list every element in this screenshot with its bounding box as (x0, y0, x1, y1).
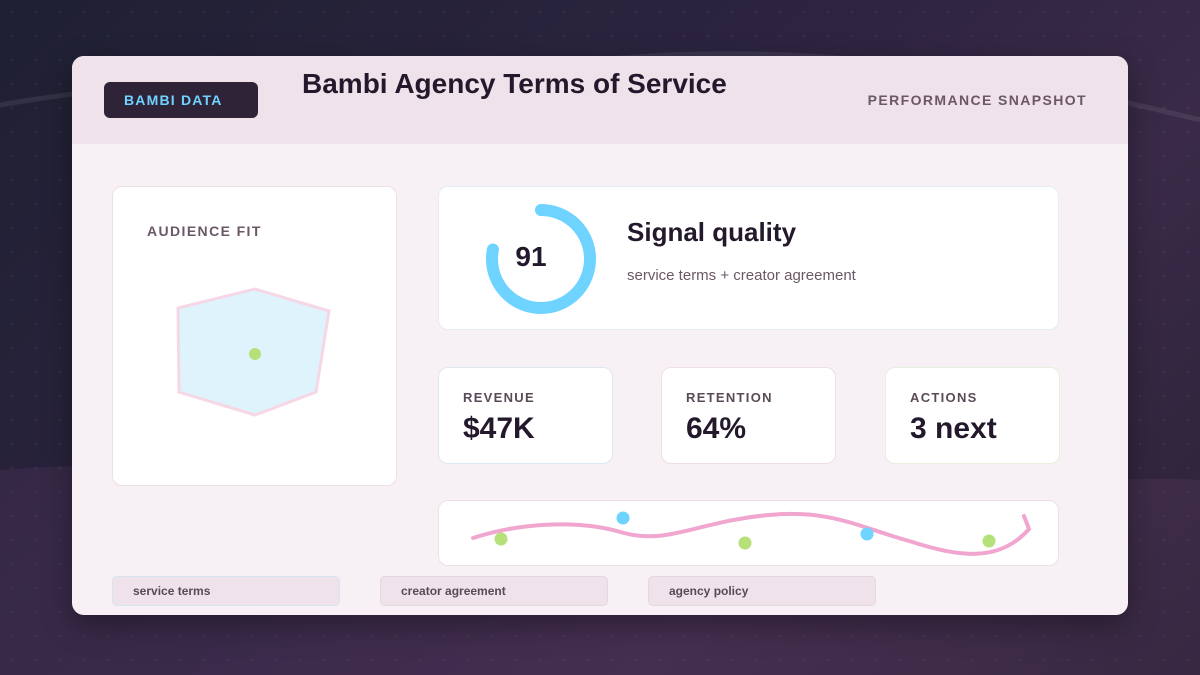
trend-line (471, 511, 1032, 556)
card-header: BAMBI DATA Bambi Agency Terms of Service… (72, 56, 1128, 144)
audience-radar-chart (176, 287, 331, 417)
metric-label: ACTIONS (910, 390, 978, 405)
metric-revenue: REVENUE $47K (438, 367, 613, 464)
signal-quality-subtitle: service terms + creator agreement (627, 267, 856, 284)
metric-value: 64% (686, 412, 747, 445)
trend-panel (438, 500, 1059, 566)
audience-fit-title: AUDIENCE FIT (147, 223, 262, 239)
radar-center-dot (249, 348, 261, 360)
trend-point (616, 511, 630, 525)
tag-service-terms[interactable]: service terms (112, 576, 340, 606)
tag-creator-agreement[interactable]: creator agreement (380, 576, 608, 606)
trend-point (982, 534, 996, 548)
gauge-arc (486, 204, 596, 314)
snapshot-label: PERFORMANCE SNAPSHOT (867, 92, 1087, 108)
signal-quality-title: Signal quality (627, 217, 797, 247)
signal-gauge (486, 204, 596, 314)
trend-point (738, 536, 752, 550)
signal-quality-panel: 91 Signal quality service terms + creato… (438, 186, 1059, 330)
performance-card: BAMBI DATA Bambi Agency Terms of Service… (72, 56, 1128, 615)
metric-value: $47K (463, 412, 535, 445)
trend-point (860, 527, 874, 541)
metric-retention: RETENTION 64% (661, 367, 836, 464)
brand-badge[interactable]: BAMBI DATA (104, 82, 258, 118)
metric-value: 3 next (910, 412, 997, 445)
signal-score: 91 (515, 241, 547, 272)
trend-point (494, 532, 508, 546)
metric-label: RETENTION (686, 390, 773, 405)
metric-label: REVENUE (463, 390, 535, 405)
audience-fit-panel: AUDIENCE FIT (112, 186, 397, 486)
trend-sparkline (471, 511, 1032, 556)
tag-agency-policy[interactable]: agency policy (648, 576, 876, 606)
metric-actions: ACTIONS 3 next (885, 367, 1060, 464)
page-title: Bambi Agency Terms of Service (302, 68, 727, 99)
